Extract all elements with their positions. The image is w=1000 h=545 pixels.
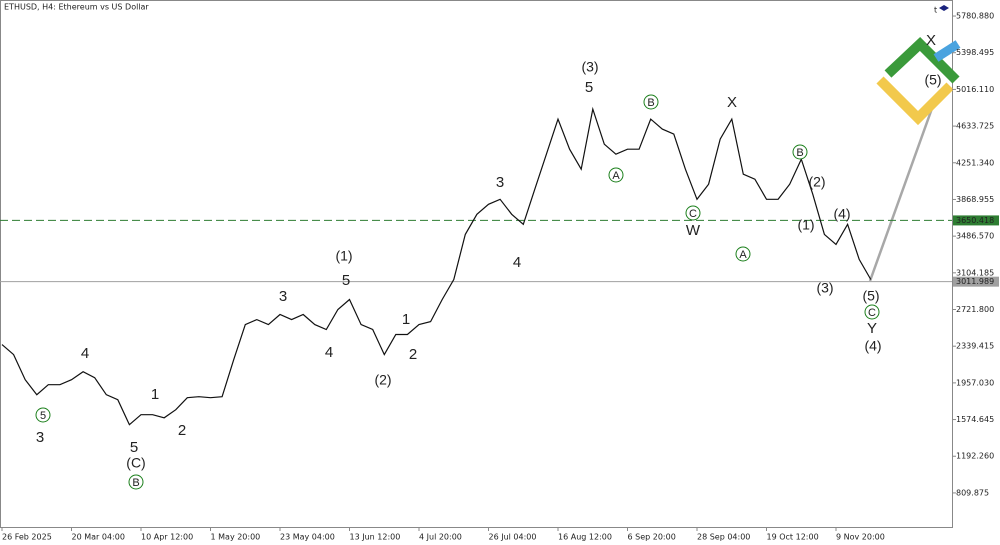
y-tick-label: 809.875 — [956, 488, 989, 497]
y-tick-label: 2721.800 — [956, 305, 994, 314]
y-tick-label: 4251.340 — [956, 158, 994, 167]
wave-label: 1 — [402, 311, 410, 328]
y-tick-label: 3104.185 — [956, 268, 994, 277]
chart-title: ETHUSD, H4: Ethereum vs US Dollar — [4, 3, 149, 12]
y-tick-label: 2339.415 — [956, 342, 994, 351]
y-tick-label: 3486.570 — [956, 232, 994, 241]
wave-label: (4) — [864, 338, 881, 354]
wave-label: (3) — [816, 280, 833, 296]
wave-label: C — [868, 307, 876, 319]
x-tick-label: 26 Jul 04:00 — [489, 533, 537, 542]
wave-label: 5 — [585, 79, 593, 96]
wave-label: (C) — [126, 455, 145, 471]
wave-label: (1) — [335, 248, 352, 264]
wave-label: 2 — [178, 422, 186, 439]
wave-label: 3 — [279, 288, 287, 305]
price-level-label: 3011.989 — [956, 277, 994, 286]
wave-circle — [864, 304, 880, 320]
wave-label: 3 — [496, 174, 504, 191]
x-tick-label: 20 Mar 04:00 — [72, 533, 125, 542]
x-tick-label: 9 Nov 20:00 — [836, 533, 885, 542]
wave-label: 4 — [325, 344, 333, 361]
logo — [876, 37, 961, 126]
wave-circle — [643, 94, 659, 110]
wave-label: X — [926, 32, 936, 49]
wave-label: (4) — [833, 206, 850, 222]
x-tick-label: 1 May 20:00 — [211, 533, 261, 542]
wave-label: Y — [867, 320, 877, 337]
y-tick-label: 3868.955 — [956, 195, 994, 204]
wave-label: (5) — [862, 288, 879, 304]
y-tick-label: 5780.880 — [956, 12, 994, 21]
wave-label: 4 — [81, 345, 89, 362]
y-tick-label: 1957.030 — [956, 378, 994, 387]
y-tick-label: 5016.110 — [956, 85, 994, 94]
wave-label: B — [796, 147, 803, 159]
wave-label: (3) — [581, 59, 598, 75]
x-tick-label: 23 May 04:00 — [280, 533, 335, 542]
wave-circle — [608, 167, 624, 183]
wave-label: (2) — [374, 372, 391, 388]
wave-circle — [128, 474, 144, 490]
logo-yellow — [876, 76, 954, 126]
logo-blue — [933, 40, 961, 62]
y-tick-label: 5398.495 — [956, 48, 994, 57]
x-tick-label: 13 Jun 12:00 — [350, 533, 401, 542]
x-tick-label: 19 Oct 12:00 — [767, 533, 819, 542]
wave-label: B — [647, 97, 654, 109]
x-tick-label: 28 Sep 04:00 — [697, 533, 750, 542]
wave-label: (1) — [797, 217, 814, 233]
wave-label: 1 — [151, 386, 159, 403]
wave-label: 5 — [40, 410, 46, 422]
wave-label: X — [727, 94, 737, 111]
icon[interactable] — [939, 5, 949, 11]
wave-label: 2 — [409, 346, 417, 363]
wave-label: 4 — [513, 254, 521, 271]
wave-label: A — [612, 170, 620, 182]
wave-circle — [735, 246, 751, 262]
price-level-box — [953, 276, 999, 287]
wave-label: (2) — [808, 174, 825, 190]
wave-label: B — [132, 477, 139, 489]
wave-label: 5 — [130, 439, 138, 456]
x-tick-label: 10 Apr 12:00 — [141, 533, 193, 542]
x-tick-label: 6 Sep 20:00 — [628, 533, 676, 542]
y-tick-label: 4633.725 — [956, 122, 994, 131]
wave-label: (5) — [924, 72, 941, 88]
y-tick-label: 1574.645 — [956, 415, 994, 424]
wave-label: 3 — [36, 429, 44, 446]
icon[interactable]: t — [934, 6, 937, 15]
wave-circle — [35, 407, 51, 423]
wave-label: A — [739, 249, 747, 261]
wave-label: 5 — [342, 272, 350, 289]
price-line — [1, 106, 872, 426]
price-level-box — [953, 215, 999, 226]
x-tick-label: 16 Aug 12:00 — [558, 533, 612, 542]
wave-label: W — [686, 222, 701, 239]
price-level-label: 3650.418 — [956, 216, 994, 225]
plot-frame — [0, 0, 953, 528]
x-tick-label: 4 Jul 20:00 — [419, 533, 462, 542]
x-tick-label: 26 Feb 2025 — [2, 533, 52, 542]
wave-circle — [792, 144, 808, 160]
y-tick-label: 1192.260 — [956, 452, 994, 461]
logo-green — [884, 37, 960, 84]
forecast-line — [868, 99, 937, 282]
wave-circle — [685, 205, 701, 221]
wave-label: C — [689, 208, 697, 220]
